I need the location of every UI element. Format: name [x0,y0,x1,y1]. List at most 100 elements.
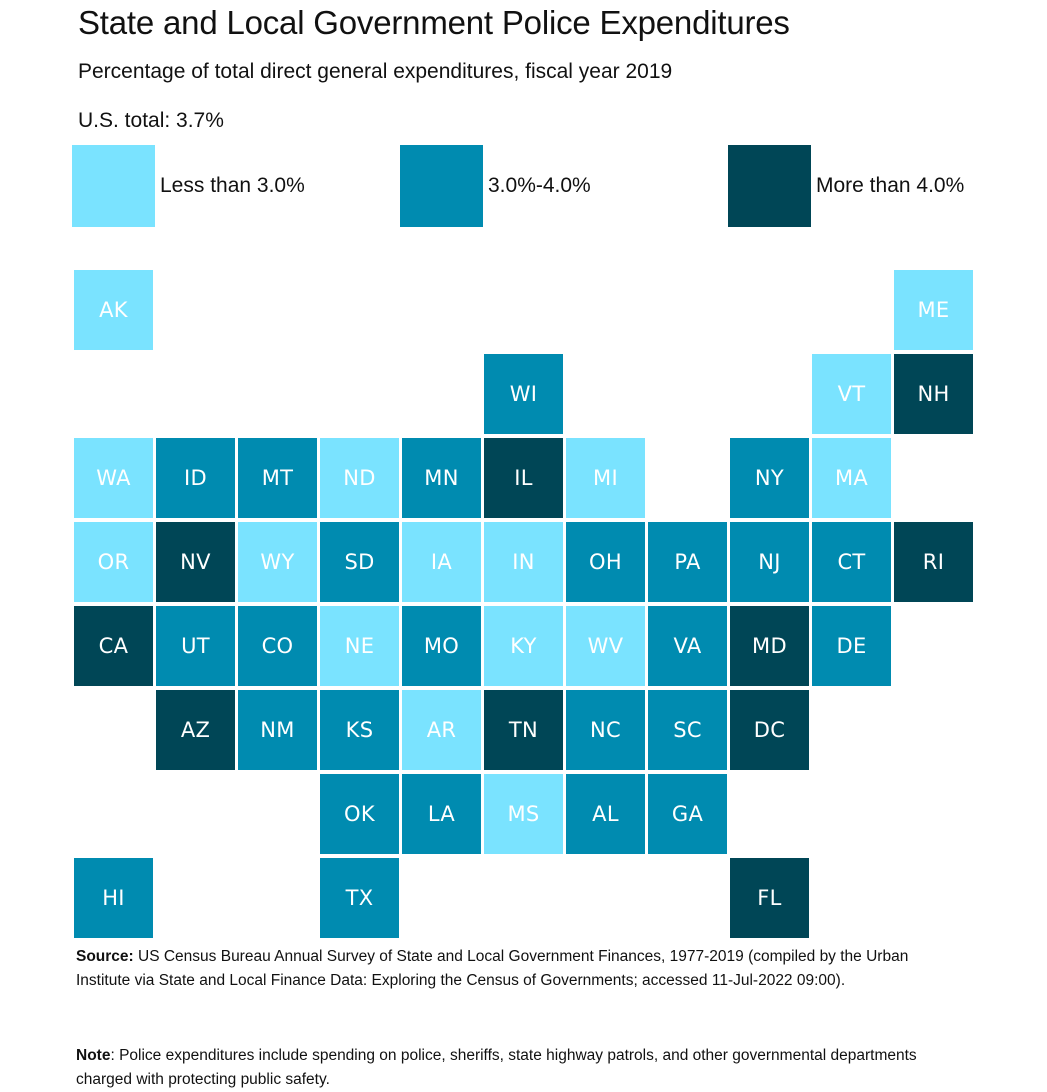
state-label: KS [345,718,374,742]
state-label: GA [671,802,704,826]
state-label: AR [426,718,457,742]
state-tile-ms: MS [484,774,563,854]
state-label: OK [344,802,375,826]
state-label: VT [837,382,866,406]
state-tile-fl: FL [730,858,809,938]
state-label: VA [673,634,702,658]
source-label: Source: [76,948,134,965]
state-tile-sd: SD [320,522,399,602]
state-tile-nj: NJ [730,522,809,602]
state-label: NY [754,466,785,490]
state-tile-ut: UT [156,606,235,686]
state-label: NH [917,382,950,406]
state-tile-wy: WY [238,522,317,602]
state-label: RI [922,550,945,574]
state-tile-wa: WA [74,438,153,518]
state-label: AZ [180,718,211,742]
state-tile-md: MD [730,606,809,686]
state-label: WA [96,466,131,490]
state-label: CT [837,550,866,574]
state-label: MD [752,634,787,658]
state-tile-wi: WI [484,354,563,434]
state-label: SD [344,550,375,574]
state-tile-la: LA [402,774,481,854]
state-tile-az: AZ [156,690,235,770]
state-tile-nm: NM [238,690,317,770]
state-label: DC [753,718,786,742]
state-tile-mo: MO [402,606,481,686]
state-tile-ks: KS [320,690,399,770]
state-tile-tx: TX [320,858,399,938]
state-label: AL [592,802,619,826]
legend-label-mid: 3.0%-4.0% [488,174,591,197]
state-label: MO [423,634,460,658]
state-tile-nv: NV [156,522,235,602]
state-tile-in: IN [484,522,563,602]
state-tile-de: DE [812,606,891,686]
source-text: US Census Bureau Annual Survey of State … [76,948,909,989]
state-label: PA [674,550,701,574]
state-tile-co: CO [238,606,317,686]
state-tile-ne: NE [320,606,399,686]
legend-label-low: Less than 3.0% [160,174,305,197]
state-label: NC [590,718,621,742]
us-total-annotation: U.S. total: 3.7% [78,109,224,132]
state-label: OR [97,550,130,574]
note-label: Note [76,1047,111,1064]
legend-swatch-high [728,145,811,227]
state-tile-dc: DC [730,690,809,770]
state-tile-hi: HI [74,858,153,938]
state-tile-mt: MT [238,438,317,518]
state-tile-ok: OK [320,774,399,854]
legend-swatch-mid [400,145,483,227]
state-label: MA [834,466,869,490]
state-tile-mi: MI [566,438,645,518]
state-label: DE [836,634,867,658]
state-tile-ia: IA [402,522,481,602]
state-label: SC [673,718,702,742]
state-label: TN [508,718,539,742]
state-tile-ca: CA [74,606,153,686]
footnote: Note: Police expenditures include spendi… [76,1044,956,1091]
state-label: WI [509,382,538,406]
state-tile-nh: NH [894,354,973,434]
state-label: KY [510,634,537,658]
state-label: MI [593,466,618,490]
state-label: IA [430,550,453,574]
state-label: IL [514,466,533,490]
state-tile-map: AK ME WI VT NH WA ID MT ND MN IL MI NY MA OR NV WY SD IA IN… [74,270,973,938]
state-label: TX [345,886,374,910]
chart-subtitle: Percentage of total direct general expen… [78,60,673,83]
state-tile-ky: KY [484,606,563,686]
state-tile-al: AL [566,774,645,854]
state-tile-oh: OH [566,522,645,602]
state-label: ND [343,466,376,490]
legend-swatch-low [72,145,155,227]
state-tile-nd: ND [320,438,399,518]
state-label: AK [99,298,128,322]
state-label: LA [427,802,456,826]
state-tile-vt: VT [812,354,891,434]
state-label: NM [260,718,295,742]
state-label: MS [507,802,540,826]
state-label: MT [261,466,294,490]
state-tile-pa: PA [648,522,727,602]
state-label: IN [512,550,535,574]
state-tile-il: IL [484,438,563,518]
state-label: WV [587,634,624,658]
state-tile-va: VA [648,606,727,686]
state-label: WY [260,550,295,574]
state-tile-or: OR [74,522,153,602]
state-label: CA [98,634,129,658]
state-tile-mn: MN [402,438,481,518]
state-label: ME [917,298,950,322]
state-label: OH [589,550,622,574]
legend-label-high: More than 4.0% [816,174,965,197]
chart-title: State and Local Government Police Expend… [78,4,790,41]
state-tile-tn: TN [484,690,563,770]
state-label: HI [102,886,125,910]
state-tile-sc: SC [648,690,727,770]
state-label: NE [344,634,375,658]
state-tile-id: ID [156,438,235,518]
state-tile-ma: MA [812,438,891,518]
